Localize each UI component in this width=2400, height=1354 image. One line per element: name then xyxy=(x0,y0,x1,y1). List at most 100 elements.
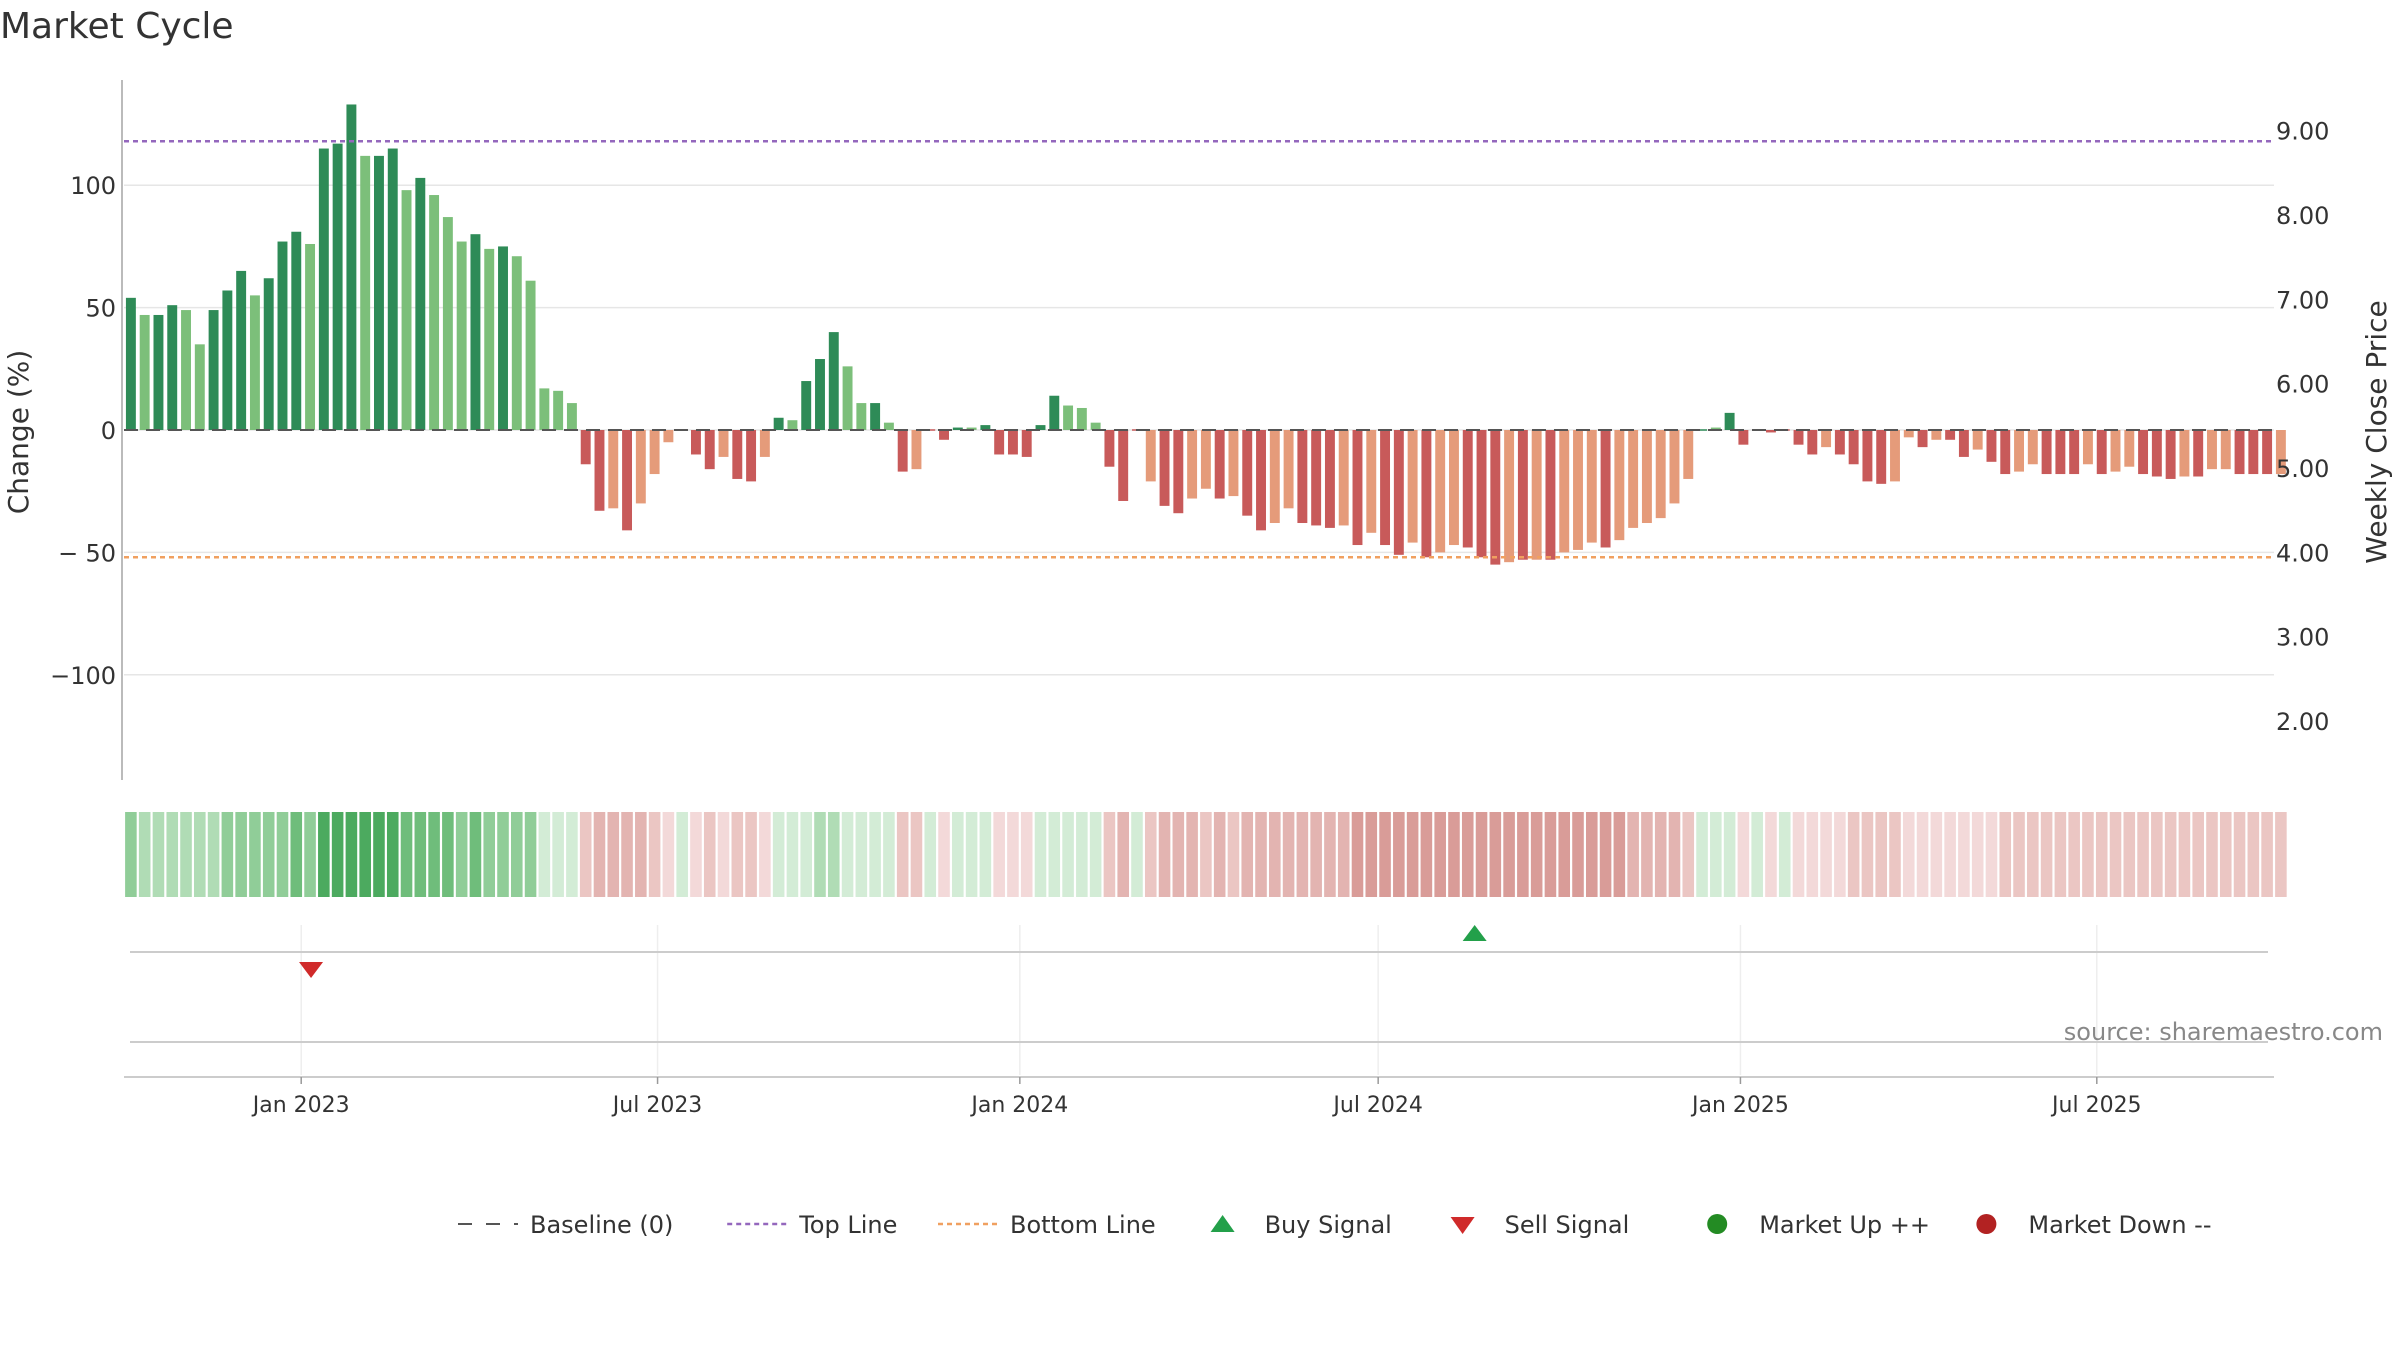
heat-strip-cell xyxy=(290,812,303,897)
heat-strip-cell xyxy=(1227,812,1240,897)
heat-strip-cell xyxy=(2219,812,2232,897)
heat-strip-cell xyxy=(1461,812,1474,897)
y-tick-labels: 100 50 0 − 50 −100 xyxy=(50,172,116,690)
bar xyxy=(1586,430,1597,543)
bar xyxy=(1035,425,1046,430)
heat-strip-cell xyxy=(1971,812,1984,897)
heat-strip-cell xyxy=(1420,812,1433,897)
bar xyxy=(1366,430,1377,533)
bar xyxy=(1352,430,1363,546)
heat-strip-cell xyxy=(1958,812,1970,897)
heat-strip-cell xyxy=(1751,812,1763,897)
heat-strip-cell xyxy=(1131,812,1143,897)
y-tick-label: 0 xyxy=(101,417,116,445)
y2-tick-label: 9.00 xyxy=(2276,118,2329,146)
bar xyxy=(966,427,977,430)
heat-strip-cell xyxy=(800,812,812,897)
bar xyxy=(1986,430,1997,462)
bar xyxy=(346,104,357,430)
bar xyxy=(1269,430,1280,524)
bar xyxy=(1007,430,1018,455)
bar xyxy=(856,403,867,430)
bar xyxy=(511,256,522,430)
heat-strip-cell xyxy=(1255,812,1267,897)
heat-strip-cell xyxy=(1379,812,1391,897)
legend-label: Sell Signal xyxy=(1505,1211,1630,1239)
heat-strip-cell xyxy=(621,812,633,897)
bar xyxy=(787,420,798,430)
heat-strip-cell xyxy=(869,812,881,897)
bar xyxy=(1242,430,1253,516)
signal-panel xyxy=(124,925,2274,1078)
sell-signal-marker xyxy=(299,962,324,978)
heat-strip-cell xyxy=(1710,812,1722,897)
bar xyxy=(401,190,412,430)
heat-strip-cell xyxy=(1999,812,2012,897)
bar xyxy=(718,430,729,457)
bar xyxy=(952,427,963,430)
bar xyxy=(1765,430,1776,433)
heat-strip-cell xyxy=(717,812,730,897)
bar xyxy=(1890,430,1900,482)
legend-item-mup: Market Up ++ xyxy=(1707,1211,1930,1239)
heat-strip-cell xyxy=(386,812,399,897)
bar xyxy=(1876,430,1887,484)
heat-strip-cell xyxy=(1007,812,1019,897)
heat-strip-cell xyxy=(938,812,950,897)
bar xyxy=(1600,430,1611,548)
bar xyxy=(1903,430,1914,438)
bar xyxy=(1462,430,1473,548)
bar xyxy=(1958,430,1969,457)
bar xyxy=(1324,430,1335,528)
bar xyxy=(1021,430,1032,457)
heat-strip-cell xyxy=(1806,812,1819,897)
heat-strip-cell xyxy=(910,812,923,897)
bar xyxy=(1504,430,1515,563)
bar xyxy=(663,430,674,443)
heat-strip-cell xyxy=(428,812,440,897)
bar xyxy=(222,290,233,430)
bar xyxy=(897,430,908,472)
bar xyxy=(1173,430,1184,514)
bar xyxy=(1090,422,1101,430)
heat-strip-cell xyxy=(2192,812,2204,897)
bar xyxy=(1338,430,1349,526)
bar xyxy=(2248,430,2259,475)
heat-strip-cell xyxy=(703,812,716,897)
heat-strip-cell xyxy=(1889,812,1901,897)
heat-strip-cell xyxy=(359,812,371,897)
heat-strip-cell xyxy=(772,812,785,897)
heat-strip-cell xyxy=(235,812,247,897)
heat-strip-cell xyxy=(648,812,661,897)
x-tick-label: Jul 2024 xyxy=(1331,1093,1423,1118)
heat-strip-cell xyxy=(1792,812,1805,897)
heat-strip-cell xyxy=(896,812,909,897)
legend-label: Top Line xyxy=(798,1211,897,1239)
legend-swatch xyxy=(1976,1214,1997,1234)
bar xyxy=(1200,430,1211,489)
bar xyxy=(1724,412,1735,430)
heat-strip-cell xyxy=(373,812,385,897)
heat-strip-cell xyxy=(2164,812,2177,897)
legend-label: Market Up ++ xyxy=(1759,1211,1930,1239)
bar xyxy=(442,217,453,430)
heat-strip-cell xyxy=(1241,812,1254,897)
heat-strip-cell xyxy=(1034,812,1047,897)
heat-strip-cell xyxy=(1406,812,1419,897)
chart-title: Market Cycle xyxy=(0,6,234,47)
bar xyxy=(1435,430,1446,553)
heat-strip-cell xyxy=(249,812,261,897)
x-tick-label: Jan 2025 xyxy=(1690,1093,1789,1118)
bar xyxy=(1793,430,1804,445)
legend-label: Bottom Line xyxy=(1010,1211,1156,1239)
y2-tick-label: 7.00 xyxy=(2276,286,2329,314)
bar xyxy=(828,332,839,430)
heat-strip-cell xyxy=(1930,812,1943,897)
bar xyxy=(1214,430,1225,499)
bar xyxy=(980,425,991,430)
bar xyxy=(1531,430,1542,560)
bar xyxy=(1573,430,1583,550)
bar xyxy=(539,388,550,430)
bar xyxy=(263,278,274,430)
heat-strip-cell xyxy=(483,812,496,897)
